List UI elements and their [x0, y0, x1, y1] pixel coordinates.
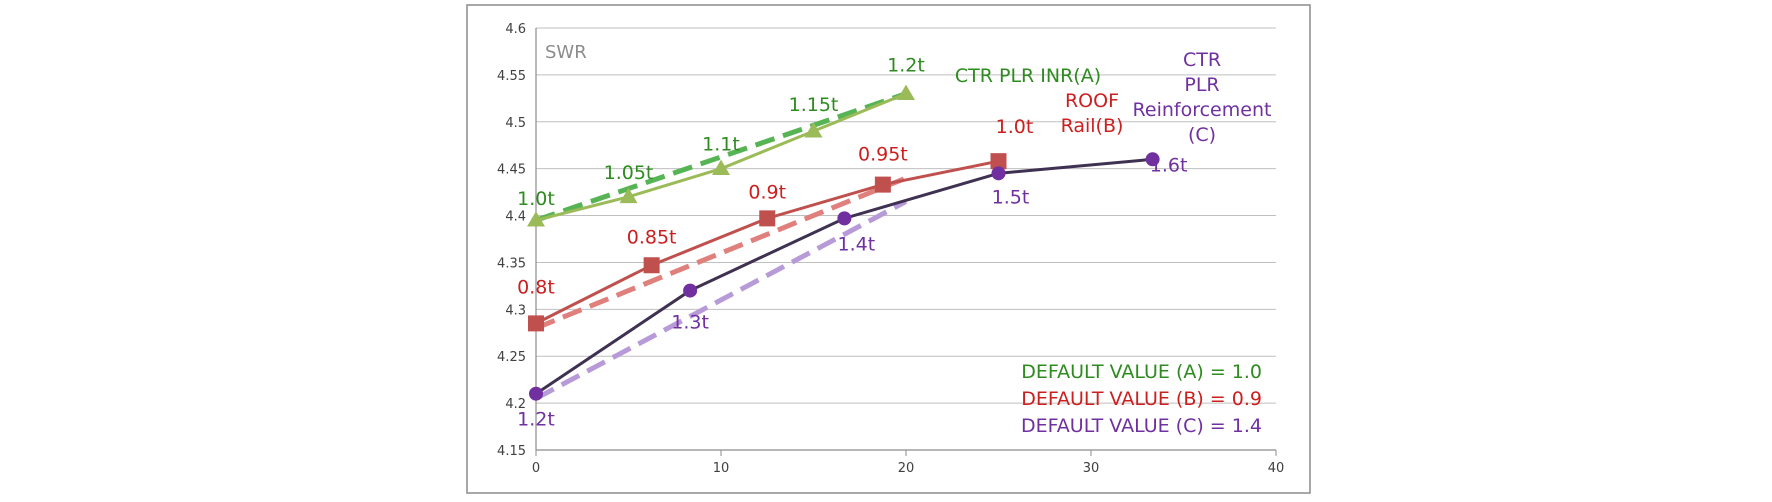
series-name-a: CTR PLR INR(A) — [955, 65, 1101, 87]
x-tick-label: 30 — [1083, 461, 1100, 476]
marker-square — [990, 153, 1007, 170]
y-tick-label: 4.15 — [497, 444, 526, 459]
gridlines — [536, 27, 1276, 404]
point-label: 1.5t — [992, 186, 1030, 208]
marker-circle — [1145, 152, 1160, 167]
point-label: 1.05t — [604, 162, 654, 184]
marker-square — [759, 210, 776, 227]
marker-circle — [683, 283, 698, 298]
y-tick-label: 4.6 — [505, 22, 526, 37]
trend-line-a — [535, 91, 907, 223]
y-tick-label: 4.45 — [497, 163, 526, 178]
series-name-b: ROOF — [1065, 90, 1119, 112]
y-tick-label: 4.35 — [497, 256, 526, 271]
axes — [535, 28, 1277, 456]
y-tick-label: 4.5 — [505, 116, 526, 131]
point-label: 1.0t — [996, 116, 1034, 138]
default-value-note: DEFAULT VALUE (A) = 1.0 — [1021, 361, 1262, 383]
chart-title: SWR — [545, 42, 587, 63]
point-label: 1.15t — [789, 94, 839, 116]
default-value-notes: DEFAULT VALUE (A) = 1.0 DEFAULT VALUE (B)… — [1021, 361, 1262, 437]
tick-labels: 4.15 4.2 4.25 4.3 4.35 4.4 4.45 4.5 4.55 4.6 0 10 20… — [497, 22, 1284, 476]
series-names: CTR PLR INR(A) ROOF Rail(B) CTR PLR Reinforce… — [955, 49, 1272, 146]
trend-line-c — [534, 199, 908, 401]
marker-square — [874, 176, 891, 193]
point-label: 1.2t — [887, 55, 925, 77]
y-tick-label: 4.2 — [505, 397, 526, 412]
point-label: 1.6t — [1150, 154, 1188, 176]
point-labels: 1.0t 1.05t 1.1t 1.15t 1.2t 0.8t 0.85t 0.9t 0.95t… — [517, 55, 1187, 431]
marker-square — [528, 315, 544, 332]
series-name-c: (C) — [1188, 124, 1216, 146]
y-tick-label: 4.55 — [497, 69, 526, 84]
marker-circle — [837, 211, 852, 226]
point-label: 0.85t — [627, 226, 677, 248]
x-tick-label: 40 — [1268, 461, 1285, 476]
default-value-note: DEFAULT VALUE (B) = 0.9 — [1021, 388, 1262, 410]
point-label: 0.9t — [748, 181, 786, 203]
marker-triangle — [804, 122, 823, 138]
series-name-c: CTR — [1183, 49, 1221, 71]
point-label: 1.2t — [517, 409, 555, 431]
marker-triangle — [897, 84, 915, 100]
marker-triangle — [619, 187, 638, 204]
point-label: 1.0t — [517, 188, 555, 210]
point-label: 0.95t — [858, 144, 908, 166]
marker-circle — [529, 386, 543, 401]
y-tick-label: 4.25 — [497, 350, 526, 365]
series-markers — [527, 84, 1160, 401]
chart-border — [466, 4, 1311, 494]
point-label: 1.3t — [671, 312, 709, 334]
marker-square — [643, 257, 660, 274]
x-tick-label: 20 — [898, 461, 915, 476]
default-value-note: DEFAULT VALUE (C) = 1.4 — [1021, 415, 1262, 437]
series-name-c: PLR — [1184, 74, 1219, 96]
point-label: 1.4t — [838, 233, 876, 255]
point-label: 0.8t — [517, 276, 555, 298]
marker-circle — [991, 166, 1006, 181]
marker-triangle — [527, 211, 545, 227]
x-tick-label: 10 — [713, 461, 730, 476]
series-name-b: Rail(B) — [1061, 115, 1124, 137]
x-tick-label: 0 — [532, 461, 540, 476]
y-tick-label: 4.3 — [505, 303, 526, 318]
trend-lines — [534, 91, 908, 401]
y-tick-label: 4.4 — [505, 210, 526, 225]
marker-triangle — [712, 159, 730, 175]
point-label: 1.1t — [702, 134, 740, 156]
trend-line-b — [535, 175, 907, 331]
series-name-c: Reinforcement — [1133, 99, 1272, 121]
